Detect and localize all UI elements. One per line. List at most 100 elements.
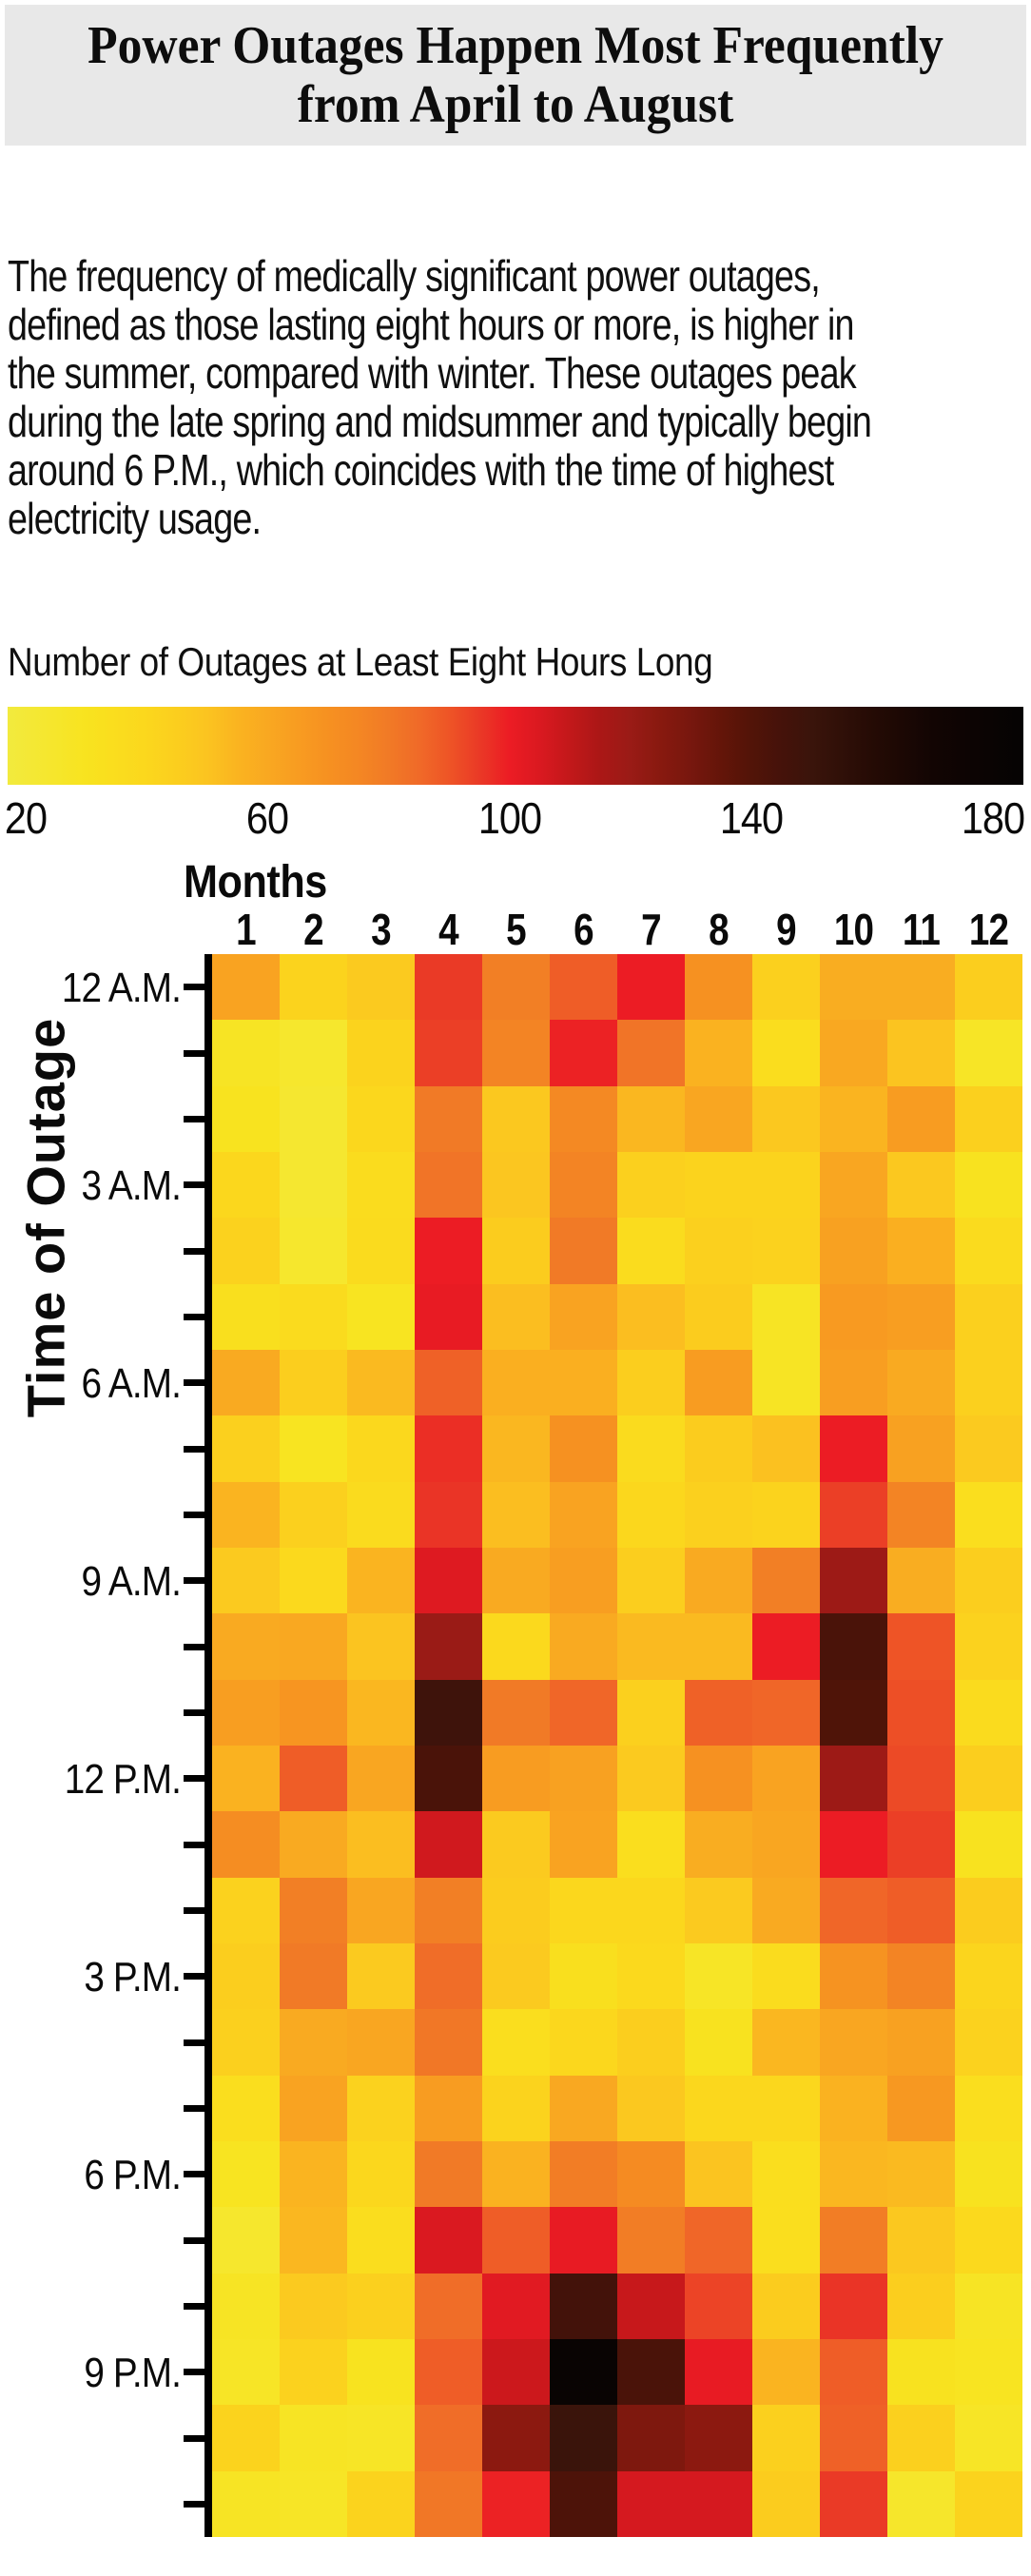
heatmap-cell [955,1746,1022,1812]
heatmap-cell [685,954,752,1021]
heatmap-cell [347,1415,415,1482]
heatmap-cell [617,1943,685,2010]
heatmap-cell [820,1218,887,1284]
heatmap-cell [280,1811,347,1878]
y-axis-tick [184,1708,204,1716]
y-axis-tick [184,1973,204,1981]
heatmap-cell [685,1943,752,2010]
heatmap-cell [482,2009,550,2076]
heatmap-cell [887,1415,955,1482]
heatmap-cell [482,1613,550,1680]
heatmap-cell [752,1283,820,1350]
heatmap-grid [212,954,1022,2537]
y-axis-line [204,954,212,2537]
heatmap-cell [752,1218,820,1284]
heatmap-cell [617,1350,685,1416]
x-axis-label: 3 [371,905,391,954]
heatmap-cell [752,2405,820,2471]
heatmap-cell [752,1613,820,1680]
heatmap-cell [685,1415,752,1482]
heatmap-cell [347,1811,415,1878]
heatmap-cell [887,1152,955,1219]
heatmap-cell [280,2470,347,2537]
heatmap-cell [415,2009,482,2076]
heatmap-cell [482,2141,550,2208]
heatmap-cell [482,1020,550,1086]
heatmap-cell [550,2141,617,2208]
heatmap-cell [685,2405,752,2471]
heatmap-cell [347,1218,415,1284]
heatmap-cell [280,1085,347,1152]
heatmap-cell [280,1746,347,1812]
y-axis-tick [184,1379,204,1387]
heatmap-cell [752,1746,820,1812]
heatmap-cell [887,2009,955,2076]
heatmap-cell [482,1548,550,1614]
heatmap-cell [280,2339,347,2406]
heatmap-cell [820,1350,887,1416]
heatmap-cell [347,1679,415,1746]
heatmap-cell [280,1613,347,1680]
heatmap-cell [752,954,820,1021]
heatmap-cell [887,1811,955,1878]
heatmap-cell [955,1218,1022,1284]
heatmap-cell [617,2141,685,2208]
heatmap-cell [212,2339,280,2406]
heatmap-cell [617,1085,685,1152]
heatmap-cell [212,1415,280,1482]
y-axis-label: 3 A.M. [81,1161,182,1209]
heatmap-cell [212,1746,280,1812]
heatmap-cell [752,1679,820,1746]
y-axis-tick [184,1643,204,1650]
heatmap-cell [347,2207,415,2274]
heatmap-cell [280,1943,347,2010]
heatmap-cell [550,1283,617,1350]
heatmap-cell [482,1218,550,1284]
heatmap-cell [820,1679,887,1746]
heatmap-cell [820,2339,887,2406]
heatmap-cell [347,2405,415,2471]
intro-line: during the late spring and midsummer and… [8,397,872,446]
heatmap-cell [752,1877,820,1943]
heatmap-cell [685,1152,752,1219]
heatmap-cell [212,2470,280,2537]
heatmap-cell [955,1679,1022,1746]
heatmap-cell [955,2207,1022,2274]
heatmap-cell [887,1877,955,1943]
heatmap-cell [685,1613,752,1680]
heatmap-cell [752,2207,820,2274]
heatmap-cell [550,1152,617,1219]
heatmap-cell [820,2009,887,2076]
heatmap-cell [820,2207,887,2274]
heatmap-cell [955,2075,1022,2141]
heatmap-cell [955,1613,1022,1680]
y-axis-title: Time of Outage [15,1017,76,1418]
heatmap-cell [415,1218,482,1284]
y-axis-tick [184,1181,204,1189]
heatmap-cell [550,1877,617,1943]
heatmap-cell [415,1283,482,1350]
intro-line: The frequency of medically significant p… [8,251,821,301]
y-axis-tick [184,1247,204,1255]
heatmap-cell [685,2075,752,2141]
heatmap-cell [685,1679,752,1746]
heatmap-cell [415,2405,482,2471]
legend-colorbar [8,707,1023,785]
heatmap-cell [617,954,685,1021]
heatmap-cell [887,1020,955,1086]
heatmap-cell [887,1943,955,2010]
heatmap-cell [685,1877,752,1943]
heatmap-cell [752,1415,820,1482]
y-axis-label: 12 A.M. [61,964,182,1011]
heatmap-cell [752,1943,820,2010]
heatmap-cell [347,2009,415,2076]
heatmap-cell [415,1811,482,1878]
heatmap-cell [752,1085,820,1152]
heatmap-cell [347,1283,415,1350]
heatmap-cell [887,2405,955,2471]
heatmap-cell [617,2075,685,2141]
heatmap-cell [415,2273,482,2339]
heatmap-cell [482,1085,550,1152]
heatmap-cell [617,1152,685,1219]
heatmap-cell [752,1811,820,1878]
